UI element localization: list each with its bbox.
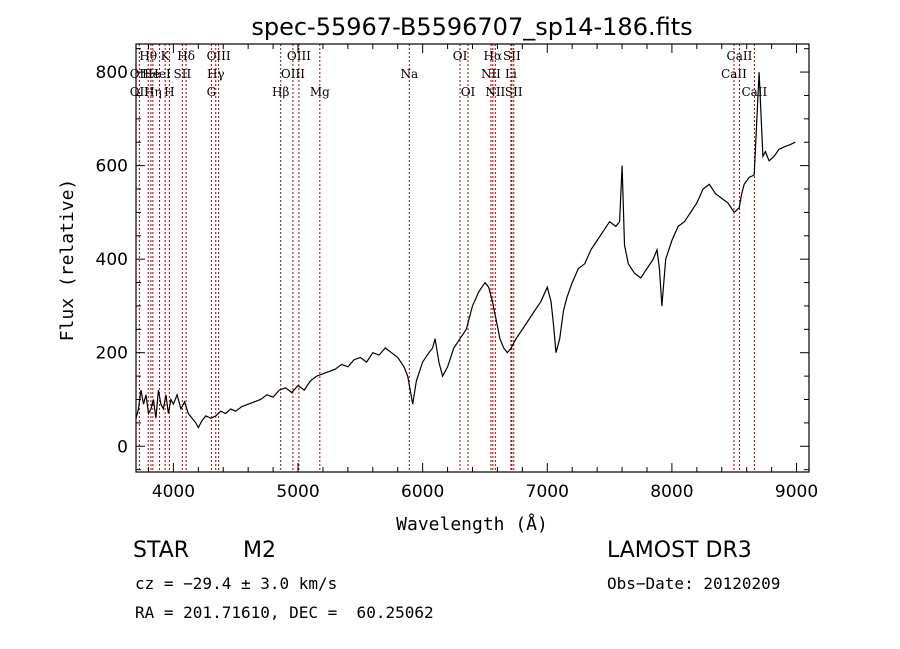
line-marker-label: OIII	[281, 67, 305, 81]
line-marker-label: H	[164, 85, 174, 99]
y-tick-label: 800	[96, 63, 128, 83]
line-marker-label: CaII	[741, 85, 767, 99]
y-tick-label: 600	[96, 157, 128, 177]
line-marker-label: Li	[505, 67, 517, 81]
x-axis-label: Wavelength (Å)	[396, 513, 548, 535]
line-marker-label: Na	[400, 67, 418, 81]
plot-frame	[135, 43, 810, 473]
y-tick-label: 0	[117, 437, 128, 457]
line-marker-label: Hα	[484, 49, 503, 63]
line-marker-label: SII	[174, 67, 192, 81]
object-subclass: M2	[243, 538, 276, 563]
line-marker-label: OI	[461, 85, 476, 99]
line-marker-label: OI	[453, 49, 468, 63]
x-tick-label: 9000	[775, 482, 818, 502]
y-tick-label: 200	[96, 344, 128, 364]
object-class: STAR	[133, 538, 190, 563]
line-marker-label: OIII	[207, 49, 231, 63]
axis-ticks: 4000 5000 6000 7000 8000 9000 0 200 400 600 800	[96, 44, 818, 502]
line-marker-label: Hη	[144, 85, 162, 99]
x-tick-label: 8000	[650, 482, 693, 502]
redshift-text: cz = −29.4 ± 3.0 km/s	[135, 574, 338, 593]
line-marker-label: CaII	[727, 49, 753, 63]
flux-series-line	[135, 72, 796, 429]
x-tick-label: 6000	[401, 482, 444, 502]
x-tick-label: 7000	[526, 482, 569, 502]
line-marker-label: HeI	[148, 67, 171, 81]
line-marker-label: Hγ	[207, 67, 225, 81]
y-tick-label: 400	[96, 250, 128, 270]
line-marker-label: CaII	[721, 67, 747, 81]
x-tick-label: 4000	[152, 482, 195, 502]
line-marker-label: Hθ	[139, 49, 157, 63]
line-marker-label: NII	[485, 85, 505, 99]
line-marker-label: Hβ	[272, 85, 289, 99]
line-marker-label: SII	[503, 49, 521, 63]
y-axis-label: Flux (relative)	[57, 179, 78, 342]
obs-date-text: Obs−Date: 20120209	[607, 574, 781, 593]
line-marker-label: OII	[130, 85, 150, 99]
coordinates-text: RA = 201.71610, DEC = 60.25062	[135, 603, 434, 622]
line-marker-label: NII	[481, 67, 501, 81]
line-marker-label: K	[161, 49, 171, 63]
line-marker-label: Hδ	[177, 49, 195, 63]
line-marker-label: Mg	[310, 85, 330, 99]
line-marker-label: OIII	[287, 49, 311, 63]
line-marker-label: He	[142, 67, 160, 81]
line-marker-label: G	[207, 85, 217, 99]
line-marker-label: SII	[505, 85, 523, 99]
x-tick-label: 5000	[276, 482, 319, 502]
survey-label: LAMOST DR3	[607, 538, 752, 563]
line-marker-label: OII	[130, 67, 150, 81]
chart-title: spec-55967-B5596707_sp14-186.fits	[251, 13, 692, 41]
